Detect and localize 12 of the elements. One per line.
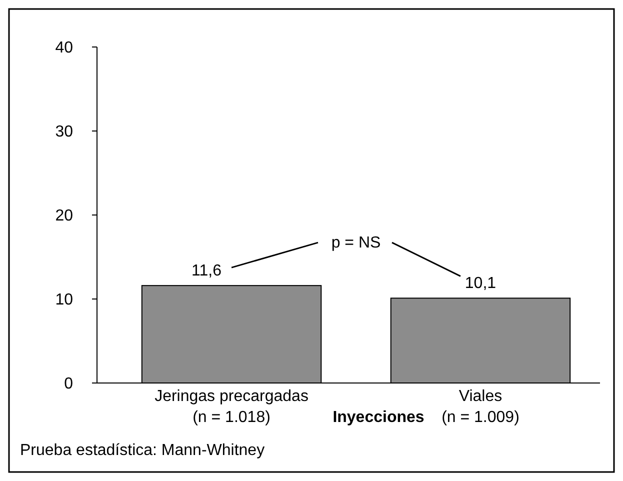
y-tick-label: 30 (55, 124, 74, 141)
x-tick-label: Jeringas precargadas (n = 1.018) (154, 388, 308, 426)
y-tick-label: 10 (55, 292, 74, 309)
annotation: p = NS (331, 234, 381, 252)
text: Prueba estadística: Mann-Whitney (20, 442, 265, 459)
data-label: 11,6 (192, 262, 222, 280)
y-tick-label: 20 (55, 208, 74, 225)
y-tick-label: 40 (55, 40, 74, 57)
x-tick-label: Viales (n = 1.009) (442, 388, 520, 426)
data-label: 10,1 (464, 275, 496, 292)
y-tick-label: 0 (64, 376, 74, 393)
x-axis-title: Inyecciones (332, 409, 424, 426)
